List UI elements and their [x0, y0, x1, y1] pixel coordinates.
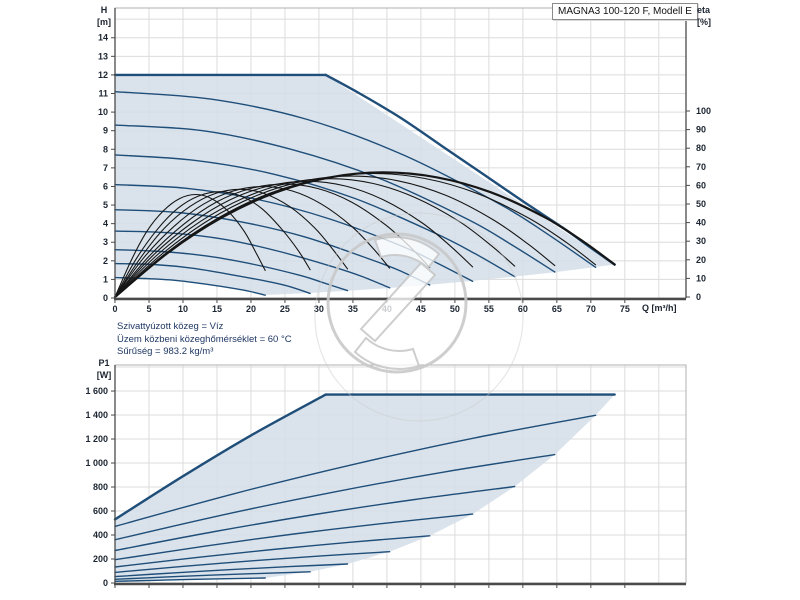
y-tick-label: 10 — [98, 107, 108, 117]
density-line: Sűrűség = 983.2 kg/m³ — [117, 346, 214, 357]
efficiency-curve-max — [113, 171, 616, 299]
left-axis-title: H [m] — [89, 4, 119, 28]
power-curve-speed-2 — [114, 414, 597, 528]
x-tick-label: 15 — [212, 304, 222, 314]
y-tick-label: 0 — [103, 578, 108, 588]
y-tick-label: 1 200 — [85, 434, 108, 444]
left-axis-title-unit: [m] — [97, 17, 111, 27]
operating-conditions-note: Szivattyúzott közeg = Víz Üzem közbeni k… — [117, 321, 292, 359]
eta-tick-label: 40 — [696, 218, 706, 228]
medium-temperature-line: Üzem közbeni közeghőmérséklet = 60 °C — [117, 333, 292, 345]
left-axis-title-symbol: H — [100, 5, 108, 15]
y-tick-label: 0 — [103, 293, 108, 303]
power-curve-speed-10 — [114, 577, 266, 582]
power-chart: 0 200 400 600 800 1 000 1 200 1 400 1 600 — [85, 364, 687, 588]
y-tick-label: 400 — [93, 530, 108, 540]
efficiency-curve-10 — [114, 193, 266, 298]
x-tick-label: 55 — [484, 304, 494, 314]
x-tick-label: 65 — [552, 304, 562, 314]
x-tick-label: 20 — [246, 304, 256, 314]
right-axis-title-unit: [%] — [697, 17, 711, 27]
power-curve-speed-7 — [114, 551, 391, 574]
power-curve-speed-5 — [114, 513, 474, 561]
x-tick-label: 70 — [586, 304, 596, 314]
x-tick-label: 45 — [416, 304, 426, 314]
eta-tick-label: 20 — [696, 255, 706, 265]
power-curve-speed-8 — [114, 563, 349, 578]
y-tick-label: 3 — [103, 237, 108, 247]
y-tick-label: 14 — [98, 33, 108, 43]
y-tick-label: 1 400 — [85, 410, 108, 420]
y-tick-label: 5 — [103, 200, 108, 210]
operating-region — [115, 394, 615, 582]
pump-curve-speed-2 — [114, 91, 597, 268]
head-efficiency-chart: 0 5 10 15 20 25 30 35 40 45 50 55 60 65 70 750123456789… — [98, 7, 711, 314]
eta-tick-label: 80 — [696, 143, 706, 153]
eta-tick-label: 50 — [696, 199, 706, 209]
x-tick-label: 25 — [280, 304, 290, 314]
x-tick-label: 35 — [348, 304, 358, 314]
power-curve-speed-9 — [114, 571, 311, 580]
y-tick-label: 800 — [93, 482, 108, 492]
efficiency-curve-8 — [114, 188, 349, 298]
power-axis-title-symbol: P1 — [98, 358, 110, 368]
efficiency-curve-5 — [114, 180, 474, 298]
x-tick-label: 5 — [146, 304, 151, 314]
power-curve-speed-3 — [114, 453, 556, 541]
pump-curve-speed-4 — [114, 154, 516, 278]
x-tick-label: 60 — [518, 304, 528, 314]
eta-tick-label: 70 — [696, 162, 706, 172]
eta-tick-label: 10 — [696, 273, 706, 283]
efficiency-curve-9 — [114, 191, 311, 298]
curves — [113, 73, 616, 299]
power-curve-max-rise — [113, 393, 327, 521]
y-tick-label: 600 — [93, 506, 108, 516]
y-tick-label: 9 — [103, 126, 108, 136]
y-tick-label: 1 600 — [85, 386, 108, 396]
pumped-medium-line: Szivattyúzott közeg = Víz — [117, 321, 224, 332]
eta-tick-label: 90 — [696, 125, 706, 135]
y-tick-label: 12 — [98, 70, 108, 80]
efficiency-curve-4 — [114, 178, 516, 298]
y-tick-label: 7 — [103, 163, 108, 173]
eta-tick-label: 0 — [696, 292, 701, 302]
x-tick-label: 75 — [620, 304, 630, 314]
y-tick-label: 1 — [103, 274, 108, 284]
x-tick-label: 10 — [178, 304, 188, 314]
x-tick-label: 30 — [314, 304, 324, 314]
ticks — [111, 390, 626, 588]
tick-labels: 0 200 400 600 800 1 000 1 200 1 400 1 600 — [85, 386, 108, 588]
power-curve-speed-6 — [114, 535, 431, 568]
eta-tick-label: 30 — [696, 236, 706, 246]
x-tick-label: 40 — [382, 304, 392, 314]
efficiency-curve-6 — [114, 183, 431, 298]
y-tick-label: 2 — [103, 256, 108, 266]
y-tick-label: 4 — [103, 219, 108, 229]
x-tick-label: 50 — [450, 304, 460, 314]
y-tick-label: 6 — [103, 181, 108, 191]
y-tick-label: 200 — [93, 554, 108, 564]
pump-curve-speed-3 — [114, 124, 556, 273]
power-axis-title-unit: [W] — [96, 370, 112, 380]
right-axis-title-symbol: eta — [697, 5, 711, 15]
pump-curve-speed-10 — [114, 276, 266, 296]
y-tick-label: 11 — [98, 89, 108, 99]
efficiency-curve-2 — [114, 172, 597, 298]
eta-tick-label: 100 — [696, 106, 711, 116]
y-tick-label: 8 — [103, 144, 108, 154]
right-axis-title: eta [%] — [697, 4, 711, 28]
efficiency-curve-3 — [114, 175, 556, 298]
x-axis-title: Q [m³/h] — [642, 303, 677, 313]
power-axis-title: P1 [W] — [89, 357, 119, 381]
power-curve-speed-4 — [114, 485, 516, 552]
operating-region — [115, 74, 615, 296]
chart-title-box: MAGNA3 100-120 F, Modell E — [552, 3, 698, 20]
curves — [113, 393, 616, 582]
y-tick-label: 13 — [98, 51, 108, 61]
eta-tick-label: 60 — [696, 180, 706, 190]
y-tick-label: 1 000 — [85, 458, 108, 468]
x-tick-label: 0 — [112, 304, 117, 314]
